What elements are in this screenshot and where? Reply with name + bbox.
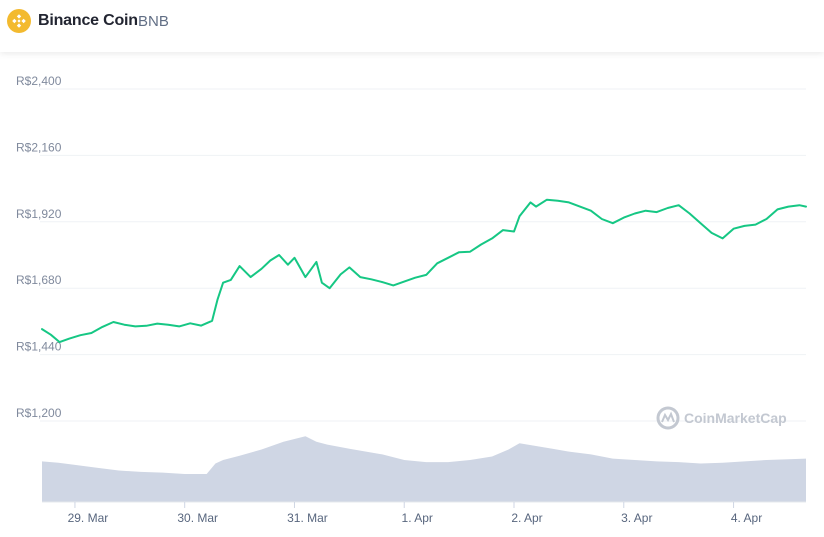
y-tick-label: R$1,920 — [16, 207, 62, 221]
coin-symbol: BNB — [138, 13, 169, 30]
y-tick-label: R$2,400 — [16, 74, 62, 88]
coinmarketcap-watermark: CoinMarketCap — [656, 406, 787, 430]
coin-name: Binance Coin — [38, 12, 138, 29]
x-tick-label: 31. Mar — [287, 511, 328, 525]
price-line — [41, 198, 807, 344]
bnb-logo-icon — [7, 9, 31, 33]
x-tick-label: 2. Apr — [511, 511, 542, 525]
y-tick-label: R$1,200 — [16, 406, 62, 420]
x-tick-label: 30. Mar — [177, 511, 218, 525]
coin-header: Binance Coin BNB — [0, 0, 824, 52]
x-tick-label: 1. Apr — [402, 511, 433, 525]
volume-area — [42, 436, 806, 502]
y-tick-label: R$2,160 — [16, 140, 62, 154]
x-tick-label: 29. Mar — [68, 511, 109, 525]
x-tick-label: 3. Apr — [621, 511, 652, 525]
x-tick-label: 4. Apr — [731, 511, 762, 525]
y-tick-label: R$1,680 — [16, 273, 62, 287]
price-chart[interactable]: R$2,400 R$2,160 R$1,920 R$1,680 R$1,440 R$1,2… — [0, 52, 824, 537]
coinmarketcap-logo-icon — [656, 406, 680, 430]
watermark-text: CoinMarketCap — [684, 410, 787, 426]
y-tick-label: R$1,440 — [16, 340, 62, 354]
